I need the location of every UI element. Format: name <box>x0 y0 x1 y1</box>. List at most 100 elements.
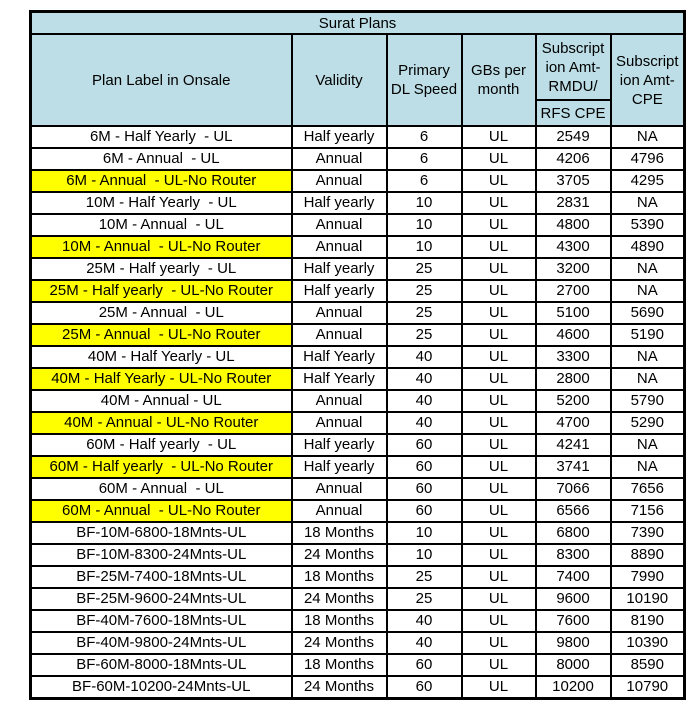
table-row: 60M - Annual - UL-No Router Annual 60 UL… <box>29 499 686 523</box>
amt-cpe-cell: 5390 <box>609 213 686 237</box>
dl-speed-cell: 10 <box>385 543 463 567</box>
gbs-cell: UL <box>460 653 537 677</box>
gbs-cell: UL <box>460 411 537 435</box>
amt-rmdu-cell: 3300 <box>534 345 612 369</box>
dl-speed-cell: 10 <box>385 235 463 259</box>
amt-rmdu-cell: 3200 <box>534 257 612 281</box>
table-row: 6M - Half Yearly - UL Half yearly 6 UL 2… <box>29 125 686 149</box>
table-row: BF-10M-8300-24Mnts-UL 24 Months 10 UL 83… <box>29 543 686 567</box>
amt-cpe-cell: 10390 <box>609 631 686 655</box>
amt-cpe-cell: 4890 <box>609 235 686 259</box>
amt-cpe-cell: NA <box>609 257 686 281</box>
amt-cpe-cell: NA <box>609 345 686 369</box>
validity-cell: Half yearly <box>290 125 388 149</box>
plan-label-cell: BF-10M-8300-24Mnts-UL <box>29 543 293 567</box>
amt-rmdu-cell: 2831 <box>534 191 612 215</box>
plan-label-cell: BF-10M-6800-18Mnts-UL <box>29 521 293 545</box>
validity-cell: Annual <box>290 323 388 347</box>
validity-cell: 24 Months <box>290 543 388 567</box>
amt-cpe-cell: 5290 <box>609 411 686 435</box>
dl-speed-cell: 40 <box>385 609 463 633</box>
table-row: 60M - Half yearly - UL Half yearly 60 UL… <box>29 433 686 457</box>
amt-cpe-cell: 10190 <box>609 587 686 611</box>
amt-cpe-cell: NA <box>609 367 686 391</box>
gbs-cell: UL <box>460 301 537 325</box>
plan-label-cell: BF-25M-9600-24Mnts-UL <box>29 587 293 611</box>
plan-label-cell: 10M - Annual - UL <box>29 213 293 237</box>
header-gbs-per-month: GBs per month <box>460 33 537 127</box>
amt-cpe-cell: 7390 <box>609 521 686 545</box>
amt-rmdu-cell: 3705 <box>534 169 612 193</box>
validity-cell: Half Yearly <box>290 345 388 369</box>
plan-label-cell: 40M - Half Yearly - UL-No Router <box>29 367 293 391</box>
amt-rmdu-cell: 8300 <box>534 543 612 567</box>
table-row: BF-60M-10200-24Mnts-UL 24 Months 60 UL 1… <box>29 675 686 700</box>
dl-speed-cell: 25 <box>385 565 463 589</box>
amt-cpe-cell: NA <box>609 125 686 149</box>
validity-cell: 24 Months <box>290 675 388 700</box>
gbs-cell: UL <box>460 279 537 303</box>
plan-label-cell: BF-60M-10200-24Mnts-UL <box>29 675 293 700</box>
table-row: BF-25M-7400-18Mnts-UL 18 Months 25 UL 74… <box>29 565 686 589</box>
table-header-row: Plan Label in Onsale Validity Primary DL… <box>29 33 686 127</box>
amt-rmdu-cell: 6800 <box>534 521 612 545</box>
header-validity: Validity <box>290 33 388 127</box>
dl-speed-cell: 10 <box>385 213 463 237</box>
dl-speed-cell: 6 <box>385 125 463 149</box>
header-plan-label: Plan Label in Onsale <box>29 33 293 127</box>
dl-speed-cell: 6 <box>385 169 463 193</box>
amt-cpe-cell: 4796 <box>609 147 686 171</box>
validity-cell: Half yearly <box>290 455 388 479</box>
gbs-cell: UL <box>460 455 537 479</box>
amt-cpe-cell: 8590 <box>609 653 686 677</box>
table-row: 25M - Half yearly - UL Half yearly 25 UL… <box>29 257 686 281</box>
amt-rmdu-cell: 7400 <box>534 565 612 589</box>
amt-cpe-cell: 5690 <box>609 301 686 325</box>
table-row: 40M - Annual - UL-No Router Annual 40 UL… <box>29 411 686 435</box>
amt-rmdu-cell: 7600 <box>534 609 612 633</box>
amt-cpe-cell: 7156 <box>609 499 686 523</box>
gbs-cell: UL <box>460 367 537 391</box>
amt-rmdu-cell: 4241 <box>534 433 612 457</box>
dl-speed-cell: 10 <box>385 521 463 545</box>
surat-plans-table: Surat Plans Plan Label in Onsale Validit… <box>29 10 687 700</box>
table-row: BF-60M-8000-18Mnts-UL 18 Months 60 UL 80… <box>29 653 686 677</box>
amt-cpe-cell: 8890 <box>609 543 686 567</box>
gbs-cell: UL <box>460 477 537 501</box>
plan-label-cell: 40M - Half Yearly - UL <box>29 345 293 369</box>
plan-label-cell: 10M - Annual - UL-No Router <box>29 235 293 259</box>
gbs-cell: UL <box>460 323 537 347</box>
amt-cpe-cell: 7990 <box>609 565 686 589</box>
amt-rmdu-cell: 4800 <box>534 213 612 237</box>
validity-cell: Half yearly <box>290 279 388 303</box>
gbs-cell: UL <box>460 125 537 149</box>
header-subscription-amt-rmdu: Subscript ion Amt- RMDU/ <box>534 33 612 101</box>
table-row: 60M - Half yearly - UL-No Router Half ye… <box>29 455 686 479</box>
plan-label-cell: 40M - Annual - UL-No Router <box>29 411 293 435</box>
amt-cpe-cell: NA <box>609 191 686 215</box>
dl-speed-cell: 25 <box>385 323 463 347</box>
amt-cpe-cell: 10790 <box>609 675 686 700</box>
amt-cpe-cell: NA <box>609 433 686 457</box>
gbs-cell: UL <box>460 521 537 545</box>
table-row: 10M - Annual - UL-No Router Annual 10 UL… <box>29 235 686 259</box>
plan-label-cell: 60M - Half yearly - UL <box>29 433 293 457</box>
dl-speed-cell: 6 <box>385 147 463 171</box>
plan-label-cell: 60M - Half yearly - UL-No Router <box>29 455 293 479</box>
plan-label-cell: 6M - Annual - UL <box>29 147 293 171</box>
validity-cell: 18 Months <box>290 565 388 589</box>
dl-speed-cell: 25 <box>385 257 463 281</box>
plan-label-cell: 6M - Half Yearly - UL <box>29 125 293 149</box>
amt-cpe-cell: NA <box>609 279 686 303</box>
gbs-cell: UL <box>460 191 537 215</box>
header-rfs-cpe: RFS CPE <box>534 99 612 127</box>
validity-cell: 18 Months <box>290 653 388 677</box>
validity-cell: Half yearly <box>290 191 388 215</box>
amt-rmdu-cell: 2700 <box>534 279 612 303</box>
dl-speed-cell: 40 <box>385 345 463 369</box>
amt-rmdu-cell: 6566 <box>534 499 612 523</box>
validity-cell: Annual <box>290 301 388 325</box>
validity-cell: Annual <box>290 235 388 259</box>
table-row: 6M - Annual - UL-No Router Annual 6 UL 3… <box>29 169 686 193</box>
plan-label-cell: BF-60M-8000-18Mnts-UL <box>29 653 293 677</box>
